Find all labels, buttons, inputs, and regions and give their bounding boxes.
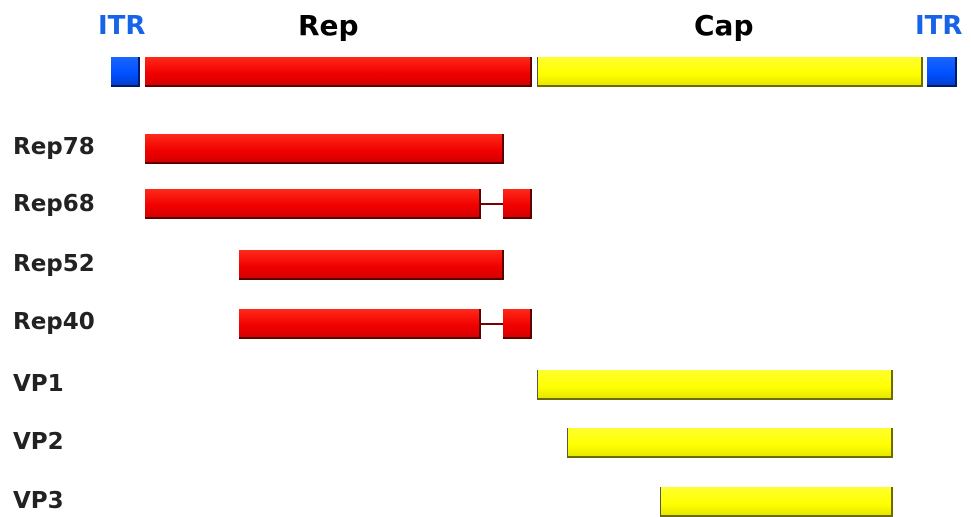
- rep52-bar: [239, 250, 504, 280]
- vp2-label: VP2: [13, 429, 64, 455]
- rep40-label: Rep40: [13, 309, 95, 335]
- rep52-label: Rep52: [13, 251, 95, 277]
- rep40-intron: [481, 323, 503, 325]
- rep40-exon2: [503, 309, 532, 339]
- itr-left-label: ITR: [98, 11, 146, 41]
- itr-left-box: [111, 57, 140, 87]
- cap-gene-bar: [537, 57, 923, 87]
- rep-gene-label: Rep: [298, 9, 359, 42]
- rep68-exon1: [145, 189, 481, 219]
- rep78-bar: [145, 134, 504, 164]
- rep-gene-bar: [145, 57, 532, 87]
- rep40-exon1: [239, 309, 481, 339]
- cap-gene-label: Cap: [694, 9, 754, 42]
- vp2-bar: [567, 428, 893, 458]
- rep68-exon2: [503, 189, 532, 219]
- vp3-label: VP3: [13, 488, 64, 514]
- rep68-intron: [481, 203, 503, 205]
- itr-right-box: [927, 57, 957, 87]
- rep78-label: Rep78: [13, 134, 95, 160]
- itr-right-label: ITR: [915, 11, 963, 41]
- vp1-bar: [537, 370, 893, 400]
- vp3-bar: [660, 487, 893, 517]
- rep68-label: Rep68: [13, 191, 95, 217]
- vp1-label: VP1: [13, 371, 64, 397]
